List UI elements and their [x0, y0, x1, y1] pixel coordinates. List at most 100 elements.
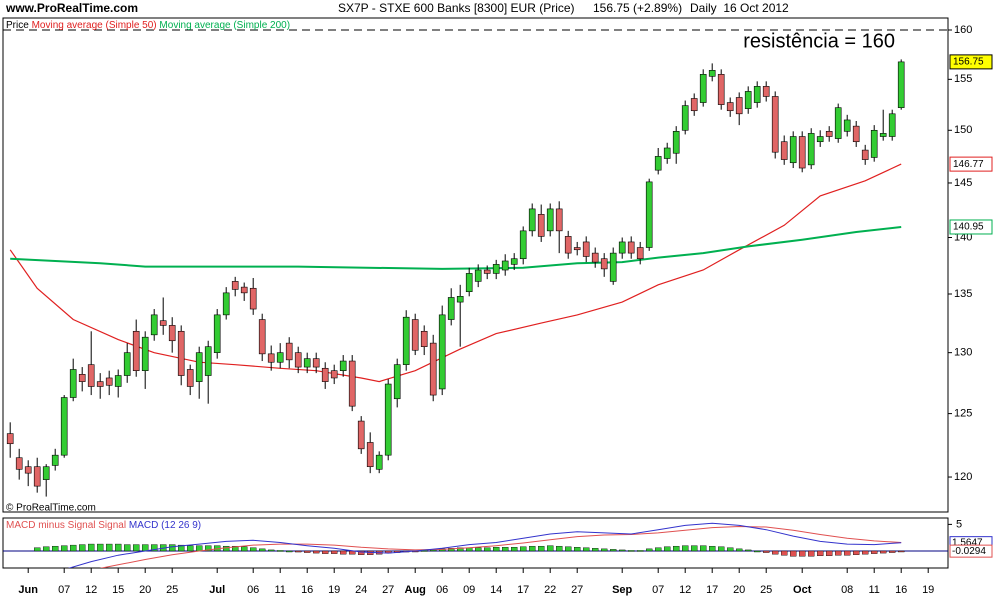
- candle-body: [519, 230, 527, 260]
- candle-body: [267, 353, 275, 363]
- histogram-bar: [249, 547, 257, 552]
- candle-body: [618, 241, 626, 254]
- x-tick-label: 12: [679, 584, 691, 596]
- histogram-bar: [69, 544, 77, 552]
- histogram-bar: [844, 550, 851, 556]
- x-tick-label: 17: [706, 584, 718, 596]
- histogram-bar: [619, 549, 626, 552]
- candle-body: [87, 364, 95, 387]
- candle-body: [258, 319, 266, 355]
- x-tick-label: 14: [490, 584, 502, 596]
- histogram-bar: [240, 546, 248, 552]
- macd-frame: [2, 517, 949, 569]
- histogram-bar: [231, 545, 239, 552]
- candle-body: [528, 208, 536, 232]
- candle-body: [447, 297, 455, 320]
- histogram-bar: [880, 550, 887, 554]
- histogram-bar: [799, 550, 806, 557]
- x-tick-label: 25: [760, 584, 772, 596]
- candle-body: [708, 70, 716, 77]
- histogram-bar: [520, 546, 527, 552]
- legend-entry: Price: [6, 20, 29, 31]
- histogram-bar: [331, 550, 338, 554]
- x-tick-label: 19: [328, 584, 340, 596]
- histogram-bar: [511, 547, 518, 552]
- histogram-bar: [565, 546, 572, 552]
- candle-body: [60, 397, 68, 456]
- histogram-bar: [682, 545, 689, 552]
- histogram-bar: [691, 545, 698, 552]
- candle-body: [663, 147, 671, 159]
- histogram-bar: [754, 550, 761, 553]
- histogram-bar: [150, 544, 158, 552]
- candle-body: [744, 91, 752, 109]
- candle-body: [366, 442, 374, 468]
- candle-body: [312, 358, 320, 368]
- x-tick-label: 25: [166, 584, 178, 596]
- x-tick-label: 17: [517, 584, 529, 596]
- histogram-bar: [295, 550, 302, 553]
- histogram-bar: [763, 550, 770, 553]
- candle-body: [375, 454, 383, 470]
- histogram-bar: [673, 545, 680, 552]
- value-label: 1.5647: [952, 537, 983, 548]
- value-box: [949, 156, 993, 172]
- candle-body: [114, 375, 122, 387]
- histogram-bar: [610, 549, 617, 552]
- histogram-bar: [745, 549, 752, 552]
- macd-line: [99, 525, 902, 568]
- x-tick-label: 09: [463, 584, 475, 596]
- histogram-bar: [304, 550, 311, 553]
- x-tick-label: 22: [544, 584, 556, 596]
- candle-body: [303, 358, 311, 368]
- histogram-bar: [43, 546, 50, 552]
- candle-body: [105, 377, 113, 386]
- histogram-bar: [808, 550, 815, 557]
- candle-body: [249, 287, 257, 310]
- histogram-bar: [592, 548, 599, 552]
- histogram-bar: [709, 545, 716, 552]
- legend-entry: MACD minus Signal: [6, 520, 95, 531]
- candle-body: [231, 281, 239, 290]
- candle-body: [429, 342, 437, 396]
- histogram-bar: [790, 550, 797, 557]
- y-tick-label: 135: [954, 288, 972, 300]
- y-tick-label: 150: [954, 124, 972, 136]
- candle-body: [825, 131, 833, 137]
- moving-average-line: [10, 226, 902, 270]
- y-tick-label: 145: [954, 177, 972, 189]
- candle-body: [186, 369, 194, 387]
- histogram-bar: [222, 545, 230, 552]
- x-tick-label: Oct: [793, 584, 812, 596]
- candle-body: [96, 381, 104, 387]
- candle-body: [240, 286, 248, 294]
- histogram-bar: [781, 550, 788, 556]
- candle-body: [879, 133, 887, 137]
- candle-body: [456, 296, 464, 303]
- candle-body: [177, 330, 185, 376]
- candle-body: [51, 454, 59, 466]
- x-tick-label: Aug: [405, 584, 426, 596]
- value-box: [949, 544, 993, 558]
- x-tick-label: 07: [652, 584, 664, 596]
- histogram-bar: [286, 550, 293, 553]
- x-tick-label: 06: [436, 584, 448, 596]
- candle-body: [888, 113, 896, 137]
- x-tick-label: 27: [382, 584, 394, 596]
- candle-body: [573, 247, 581, 251]
- candle-body: [789, 136, 797, 164]
- candle-body: [420, 330, 428, 347]
- resistance-label: resistência = 160: [743, 30, 895, 52]
- histogram-bar: [502, 547, 509, 552]
- histogram-bar: [61, 545, 68, 552]
- candle-body: [636, 247, 644, 260]
- x-tick-label: 11: [274, 584, 285, 596]
- candle-body: [15, 457, 23, 470]
- histogram-bar: [826, 550, 833, 556]
- histogram-bar: [313, 550, 320, 554]
- candle-body: [474, 269, 482, 282]
- histogram-bar: [601, 548, 608, 552]
- histogram-bar: [772, 550, 779, 555]
- site: www.ProRealTime.com: [5, 1, 138, 15]
